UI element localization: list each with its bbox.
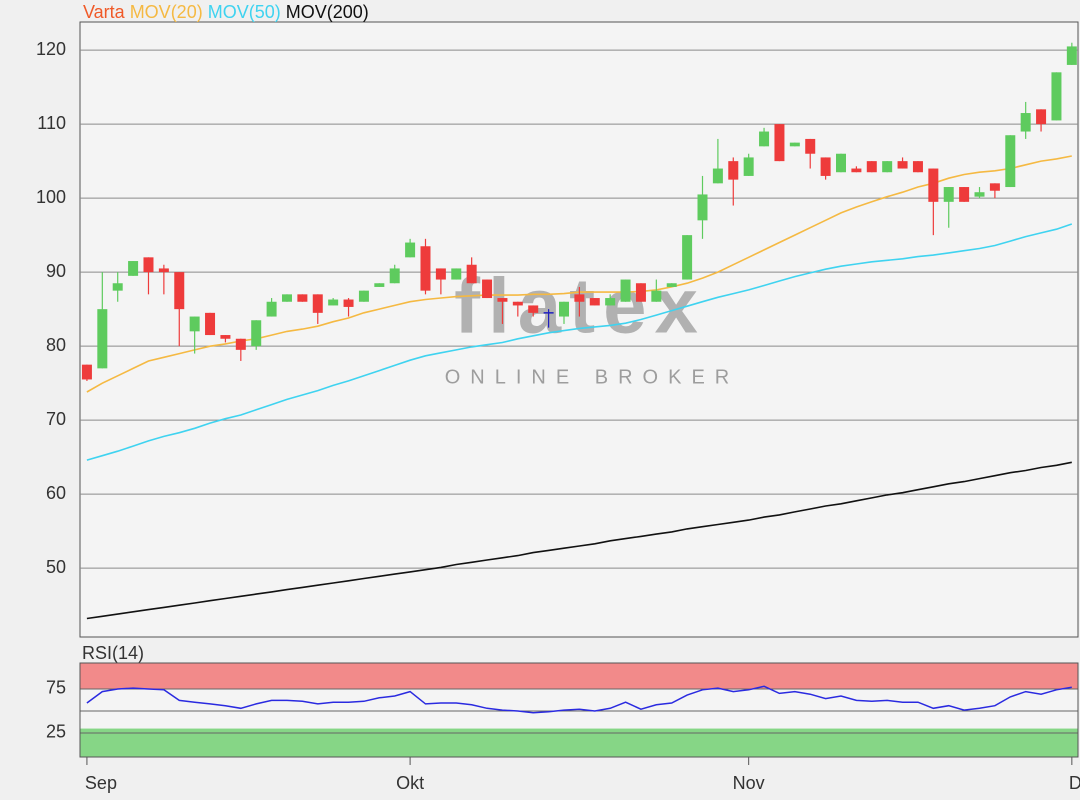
candle-body: [512, 301, 523, 306]
x-tick-label: Sep: [85, 773, 117, 793]
y-tick-label: 25: [46, 722, 66, 742]
candle-body: [635, 283, 646, 302]
candle-body: [220, 335, 231, 339]
y-tick-label: 50: [46, 557, 66, 577]
y-tick-label: 100: [36, 187, 66, 207]
candle-body: [805, 138, 816, 154]
candle-body: [251, 320, 262, 347]
watermark: flatex: [454, 262, 706, 350]
candle-body: [358, 290, 369, 302]
candle-body: [451, 268, 462, 280]
candle-body: [235, 338, 246, 350]
candle-body: [882, 161, 893, 173]
candle-body: [1036, 109, 1047, 125]
rsi-line: [86, 685, 1072, 714]
candle-body: [651, 290, 662, 302]
candle-body: [158, 268, 169, 273]
legend-entry: MOV(20): [130, 2, 203, 22]
candle-body: [143, 257, 154, 273]
candle-body: [328, 299, 339, 306]
candle-body: [343, 299, 354, 307]
y-tick-label: 60: [46, 483, 66, 503]
candle-body: [189, 316, 200, 332]
candle-body: [1020, 113, 1031, 132]
plot-border: [79, 662, 1079, 758]
candle-body: [1005, 135, 1016, 188]
candle-body: [174, 272, 185, 310]
candle-body: [81, 364, 92, 380]
legend-entry: MOV(200): [286, 2, 369, 22]
candle-body: [774, 124, 785, 162]
y-tick-label: 110: [37, 113, 66, 133]
watermark-sub: ONLINE BROKER: [445, 366, 739, 388]
candle-body: [589, 298, 600, 306]
candle-body: [712, 168, 723, 184]
legend-entry: MOV(50): [208, 2, 281, 22]
candle-body: [112, 283, 123, 291]
legend-entry: Varta: [83, 2, 126, 22]
candle-body: [266, 301, 277, 317]
moving-average: [86, 461, 1072, 620]
legend: Varta MOV(20) MOV(50) MOV(200): [83, 2, 369, 22]
candle-body: [959, 187, 970, 202]
overbought-band: [80, 663, 1078, 689]
candle-body: [312, 294, 323, 313]
candle-body: [620, 279, 631, 302]
candle-body: [558, 301, 569, 317]
candle-body: [528, 305, 539, 313]
candle-body: [697, 194, 708, 221]
candle-body: [759, 131, 770, 147]
x-tick-label: D: [1069, 773, 1080, 793]
candle-body: [497, 298, 508, 302]
candle-body: [405, 242, 416, 258]
candle-body: [205, 312, 216, 336]
candle-body: [281, 294, 292, 302]
candle-body: [574, 294, 585, 302]
candle-body: [435, 268, 446, 280]
x-tick-label: Okt: [396, 773, 424, 793]
candle-body: [466, 264, 477, 284]
y-tick-label: 80: [46, 335, 66, 355]
candle-body: [974, 192, 985, 197]
candle-body: [482, 279, 493, 299]
candle-body: [866, 161, 877, 173]
candle-body: [682, 235, 693, 280]
candle-body: [943, 187, 954, 202]
candle-body: [897, 161, 908, 169]
panel-title: RSI(14): [82, 643, 144, 663]
moving-average: [86, 223, 1073, 461]
candle-body: [743, 157, 754, 176]
candle-body: [912, 161, 923, 173]
y-tick-label: 70: [46, 409, 66, 429]
candle-body: [851, 168, 862, 173]
candle-body: [128, 261, 139, 276]
candle-body: [389, 268, 400, 284]
candle-body: [374, 283, 385, 287]
candle-body: [989, 183, 1000, 191]
candle-body: [420, 246, 431, 291]
candle-body: [789, 142, 800, 147]
y-tick-label: 120: [36, 39, 66, 59]
candle-body: [836, 153, 847, 173]
candle-body: [297, 294, 308, 302]
y-tick-label: 90: [46, 261, 66, 281]
candle-body: [820, 157, 831, 176]
candle-body: [666, 283, 677, 287]
candle-body: [605, 298, 616, 306]
x-tick-label: Nov: [733, 773, 765, 793]
candle-body: [97, 309, 108, 369]
y-tick-label: 75: [46, 678, 66, 698]
candle-body: [728, 161, 739, 180]
candle-body: [1051, 72, 1062, 121]
candle-body: [928, 168, 939, 202]
candle-body: [1066, 46, 1077, 65]
